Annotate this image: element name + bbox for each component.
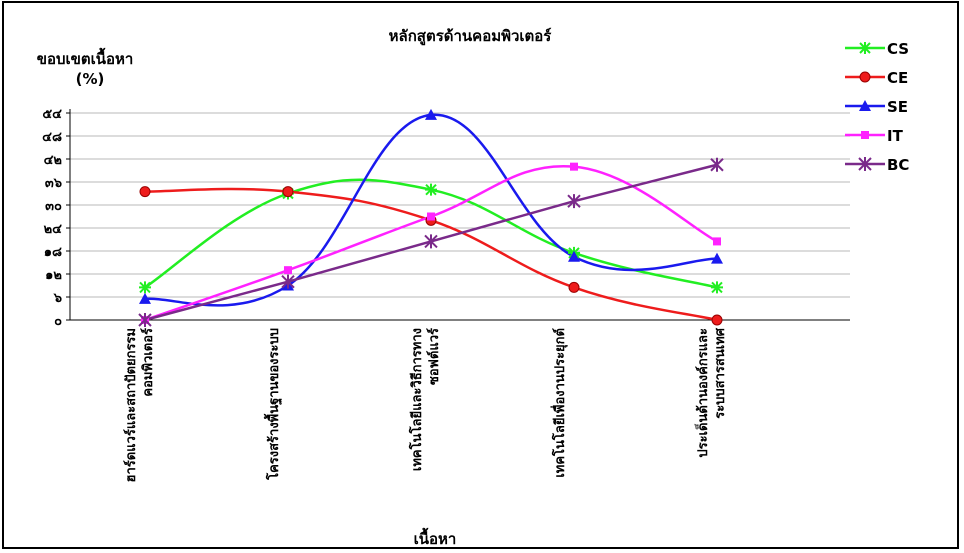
data-point-se — [568, 250, 580, 262]
y-tick-label: ๔๘ — [42, 130, 62, 145]
legend-marker-se — [859, 100, 871, 111]
series-line-se — [144, 113, 718, 307]
data-point-bc — [710, 157, 724, 172]
data-point-ce — [282, 186, 294, 198]
legend-marker-ce — [859, 71, 871, 83]
legend-item-se: SE — [845, 98, 908, 116]
y-tick-label: ๓๐ — [45, 199, 62, 214]
data-point-se — [425, 108, 437, 120]
y-tick-label: ๔๒ — [44, 153, 62, 168]
data-point-bc — [567, 194, 581, 209]
legend: CS CE SE IT BC — [845, 40, 909, 174]
legend-item-ce: CE — [845, 69, 908, 87]
data-point-cs — [139, 281, 151, 294]
x-category-label: ฮาร์ดแวร์และสถาปัตยกรรม คอมพิวเตอร์ — [123, 328, 156, 482]
legend-label: CS — [887, 40, 909, 58]
y-tick-label: ๕๔ — [42, 107, 62, 122]
series-line-ce — [144, 187, 718, 322]
y-tick-label: ๖ — [53, 291, 62, 306]
chart-title: หลักสูตรด้านคอมพิวเตอร์ — [389, 27, 553, 46]
y-tick-label: ๓๖ — [45, 176, 62, 191]
y-axis-label-line2: (%) — [76, 70, 105, 88]
data-point-it — [713, 237, 721, 246]
data-point-it — [284, 266, 292, 275]
x-axis-label: เนื้อหา — [414, 527, 457, 548]
series-line-cs — [144, 178, 718, 289]
data-point-bc — [424, 234, 438, 249]
y-tick-label: ๑๒ — [45, 268, 62, 283]
data-point-ce — [139, 186, 151, 198]
x-category-label: เทคโนโลยีเพื่องานประยุกต์ — [550, 328, 568, 478]
y-axis-label-line1: ขอบเขตเนื้อหา — [37, 47, 134, 68]
legend-label: BC — [887, 156, 909, 174]
gridlines — [66, 109, 850, 321]
data-point-cs — [711, 281, 723, 294]
legend-marker-it — [861, 131, 869, 139]
legend-label: CE — [887, 69, 908, 87]
data-point-cs — [425, 183, 437, 196]
x-axis-categories: ฮาร์ดแวร์และสถาปัตยกรรม คอมพิวเตอร์ โครงสร… — [123, 327, 728, 482]
y-tick-label: ๑๘ — [44, 245, 62, 260]
legend-marker-cs — [859, 42, 871, 54]
x-category-label: โครงสร้างพื้นฐานของระบบ — [263, 328, 283, 481]
data-point-bc — [138, 313, 152, 327]
series-markers — [138, 108, 724, 327]
y-tick-label: ๒๔ — [44, 222, 63, 237]
y-tick-label: ๐ — [54, 314, 62, 329]
legend-item-bc: BC — [845, 156, 909, 174]
data-point-ce — [568, 281, 580, 293]
data-point-it — [570, 162, 578, 171]
legend-item-it: IT — [845, 127, 904, 145]
y-axis-ticks: ๐ ๖ ๑๒ ๑๘ ๒๔ ๓๐ ๓๖ ๔๒ ๔๘ ๕๔ — [42, 107, 62, 329]
data-point-bc — [281, 274, 295, 289]
legend-label: IT — [887, 127, 904, 145]
data-point-ce — [711, 314, 723, 326]
x-category-label: ประเด็นด้านองค์กรและ ระบบสารสนเทศ — [693, 327, 728, 457]
data-point-se — [139, 292, 151, 304]
data-point-it — [427, 212, 435, 221]
x-category-label: เทคโนโลยีและวิธีการทาง ซอฟต์แวร์ — [408, 328, 442, 471]
data-point-se — [711, 252, 723, 264]
legend-item-cs: CS — [845, 40, 909, 58]
legend-label: SE — [887, 98, 908, 116]
legend-marker-bc — [858, 157, 872, 171]
